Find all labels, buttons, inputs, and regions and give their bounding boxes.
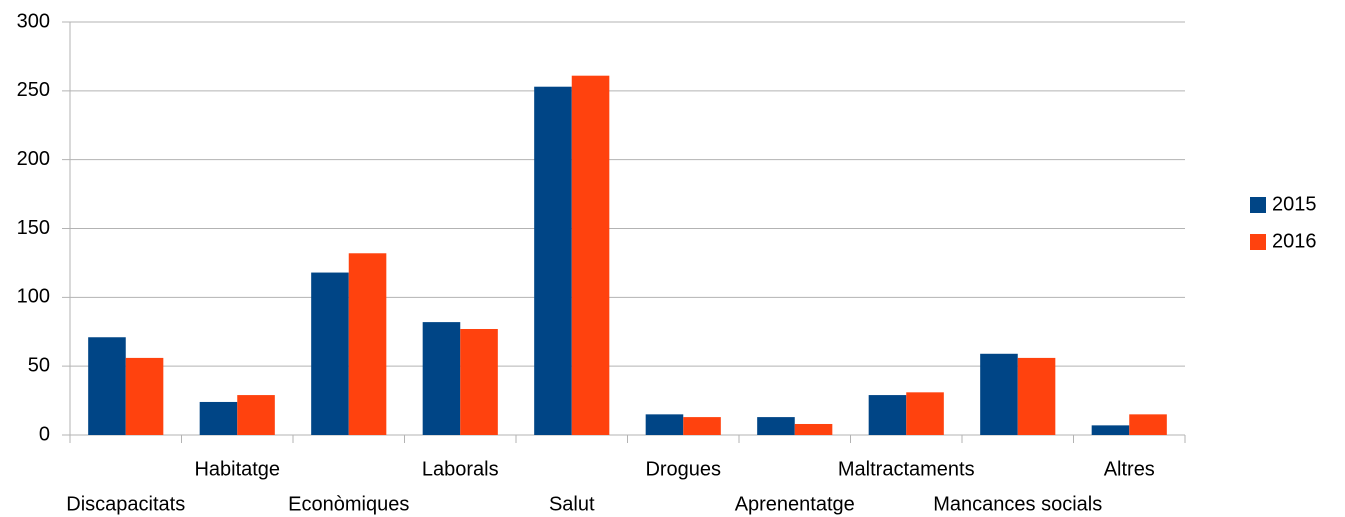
bar bbox=[906, 392, 944, 435]
bar bbox=[125, 357, 164, 435]
bar bbox=[199, 401, 238, 435]
legend-label: 2016 bbox=[1272, 230, 1317, 252]
bar bbox=[237, 395, 275, 435]
bar bbox=[422, 322, 461, 435]
y-tick-label: 0 bbox=[39, 423, 50, 445]
bar bbox=[1129, 414, 1167, 435]
x-tick-label: Laborals bbox=[422, 458, 499, 480]
x-tick-label: Aprenentatge bbox=[735, 493, 855, 515]
bar bbox=[460, 328, 498, 435]
x-tick-label: Econòmiques bbox=[288, 493, 409, 515]
x-tick-label: Drogues bbox=[645, 458, 721, 480]
y-tick-label: 50 bbox=[28, 354, 50, 376]
legend-swatch bbox=[1250, 234, 1266, 250]
bar bbox=[311, 272, 349, 435]
bar bbox=[683, 417, 721, 435]
y-tick-label: 250 bbox=[17, 79, 50, 101]
x-tick-label: Maltractaments bbox=[838, 458, 975, 480]
bar bbox=[571, 75, 610, 435]
bar bbox=[645, 414, 684, 435]
bar bbox=[1017, 357, 1056, 435]
bar bbox=[794, 423, 833, 435]
legend-swatch bbox=[1250, 197, 1266, 213]
y-tick-label: 150 bbox=[17, 217, 50, 239]
x-tick-label: Altres bbox=[1104, 458, 1155, 480]
bar bbox=[757, 417, 795, 435]
y-tick-label: 100 bbox=[17, 286, 50, 308]
x-tick-label: Discapacitats bbox=[66, 493, 185, 515]
legend-label: 2015 bbox=[1272, 193, 1317, 215]
x-tick-label: Mancances socials bbox=[933, 493, 1102, 515]
bar bbox=[88, 337, 126, 435]
y-tick-label: 300 bbox=[17, 10, 50, 32]
x-tick-label: Salut bbox=[549, 493, 595, 515]
x-tick-label: Habitatge bbox=[194, 458, 280, 480]
y-tick-label: 200 bbox=[17, 148, 50, 170]
bar bbox=[534, 86, 572, 435]
bar bbox=[348, 253, 387, 435]
bar bbox=[1091, 425, 1130, 435]
bar bbox=[980, 353, 1018, 435]
bar bbox=[868, 395, 907, 435]
